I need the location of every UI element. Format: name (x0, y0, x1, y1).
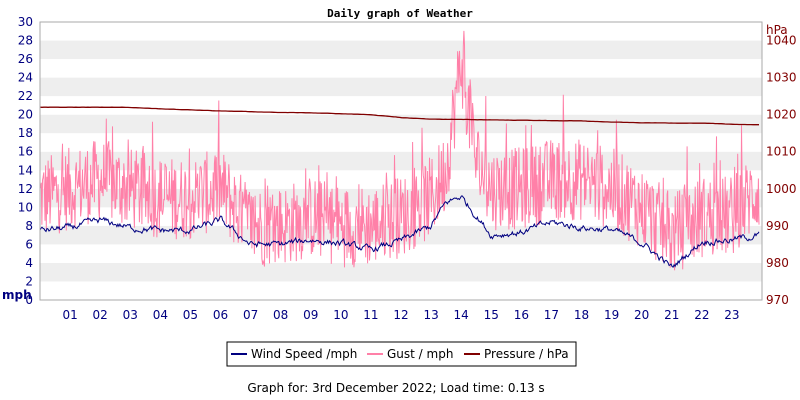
wind-speed-line (39, 195, 760, 268)
x-axis-ticks: 01 02 03 04 05 06 07 08 09 10 11 12 13 14 15 16 17 18 19 20… (62, 308, 739, 322)
x-tick-label: 12 (393, 308, 408, 322)
grid-band (40, 225, 762, 245)
grid-band (40, 40, 762, 60)
right-tick-label: 990 (766, 219, 789, 233)
grid-band (40, 244, 762, 263)
grid-band (40, 77, 762, 97)
left-tick-label: 12 (18, 182, 33, 196)
x-tick-label: 13 (423, 308, 438, 322)
x-tick-label: 04 (153, 308, 168, 322)
left-tick-label: 18 (18, 126, 33, 140)
grid-band (40, 96, 762, 115)
x-tick-label: 21 (664, 308, 679, 322)
x-tick-label: 10 (333, 308, 348, 322)
grid-band (40, 281, 762, 300)
series-layer (39, 30, 760, 271)
grid-band (40, 114, 762, 134)
gust-line (39, 30, 760, 271)
right-axis-ticks: 970 980 990 1000 1010 1020 1030 1040 (766, 34, 797, 307)
x-tick-label: 14 (454, 308, 469, 322)
left-tick-label: 4 (25, 256, 33, 270)
chart-title: Daily graph of Weather (327, 7, 473, 20)
x-tick-label: 16 (514, 308, 529, 322)
left-axis-unit: mph (2, 288, 32, 302)
left-tick-label: 10 (18, 200, 33, 214)
left-tick-label: 6 (25, 237, 33, 251)
grid-band (40, 59, 762, 78)
x-tick-label: 06 (213, 308, 228, 322)
x-tick-label: 07 (243, 308, 258, 322)
x-tick-label: 01 (62, 308, 77, 322)
x-tick-label: 18 (574, 308, 589, 322)
grid-band (40, 262, 762, 282)
left-tick-label: 2 (25, 274, 33, 288)
grid-band (40, 22, 762, 41)
graph-footer: Graph for: 3rd December 2022; Load time:… (247, 381, 544, 395)
x-tick-label: 23 (724, 308, 739, 322)
grid-band (40, 151, 762, 171)
grid-band (40, 133, 762, 152)
plot-frame (39, 21, 763, 301)
right-tick-label: 1010 (766, 145, 797, 159)
legend-label-wind-speed: Wind Speed /mph (251, 347, 357, 361)
right-tick-label: 980 (766, 256, 789, 270)
right-tick-label: 970 (766, 293, 789, 307)
left-tick-label: 16 (18, 145, 33, 159)
x-tick-label: 08 (273, 308, 288, 322)
x-tick-label: 11 (363, 308, 378, 322)
x-tick-label: 20 (634, 308, 649, 322)
legend-label-pressure: Pressure / hPa (484, 347, 569, 361)
left-tick-label: 24 (18, 71, 33, 85)
x-tick-label: 05 (183, 308, 198, 322)
right-axis-unit: hPa (766, 23, 788, 37)
left-tick-label: 20 (18, 108, 33, 122)
right-tick-label: 1000 (766, 182, 797, 196)
legend-box (226, 341, 577, 367)
x-tick-label: 15 (484, 308, 499, 322)
left-tick-label: 30 (18, 15, 33, 29)
right-tick-label: 1020 (766, 108, 797, 122)
x-tick-label: 17 (544, 308, 559, 322)
x-tick-label: 03 (123, 308, 138, 322)
left-tick-label: 22 (18, 89, 33, 103)
grid-bands (40, 22, 762, 300)
x-tick-label: 22 (694, 308, 709, 322)
legend: Wind Speed /mph Gust / mph Pressure / hP… (226, 341, 577, 367)
left-tick-label: 28 (18, 34, 33, 48)
right-tick-label: 1030 (766, 71, 797, 85)
right-tick-label: 1040 (766, 34, 797, 48)
x-tick-label: 09 (303, 308, 318, 322)
x-tick-label: 19 (604, 308, 619, 322)
left-tick-label: 26 (18, 52, 33, 66)
x-tick-label: 02 (93, 308, 108, 322)
left-tick-label: 14 (18, 163, 33, 177)
left-tick-label: 8 (25, 219, 33, 233)
pressure-line (39, 106, 759, 126)
legend-label-gust: Gust / mph (387, 347, 453, 361)
left-tick-label: 0 (25, 293, 33, 307)
